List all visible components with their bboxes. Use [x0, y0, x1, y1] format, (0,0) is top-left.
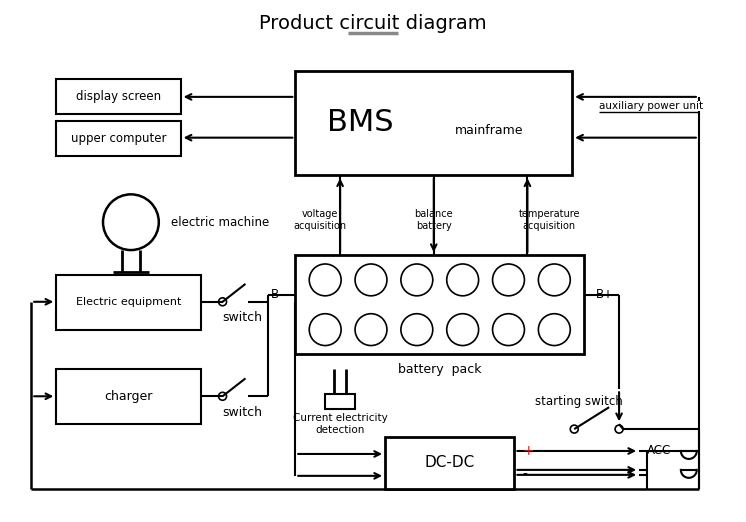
- Text: starting switch: starting switch: [536, 395, 623, 408]
- Text: auxiliary power unit: auxiliary power unit: [599, 101, 703, 111]
- Bar: [295, 71, 572, 175]
- Text: switch: switch: [222, 311, 263, 324]
- Text: temperature
acquisition: temperature acquisition: [518, 209, 580, 231]
- Bar: [325, 394, 355, 409]
- Text: electric machine: electric machine: [171, 216, 269, 229]
- Text: balance
battery: balance battery: [415, 209, 453, 231]
- Text: battery  pack: battery pack: [398, 363, 481, 376]
- Text: B-: B-: [271, 288, 283, 301]
- Text: BMS: BMS: [327, 108, 393, 137]
- Text: Product circuit diagram: Product circuit diagram: [259, 14, 487, 33]
- Text: -: -: [522, 468, 527, 482]
- Text: upper computer: upper computer: [71, 132, 166, 145]
- Text: display screen: display screen: [76, 90, 161, 103]
- Bar: [385, 437, 515, 489]
- Text: Current electricity
detection: Current electricity detection: [292, 413, 387, 435]
- Bar: [295, 255, 584, 354]
- Bar: [56, 275, 201, 329]
- Text: mainframe: mainframe: [455, 124, 524, 137]
- Text: B+: B+: [596, 288, 614, 301]
- Bar: [56, 370, 201, 424]
- Bar: [56, 121, 181, 156]
- Text: +: +: [522, 444, 534, 458]
- Text: Electric equipment: Electric equipment: [76, 298, 181, 307]
- Text: DC-DC: DC-DC: [424, 455, 475, 470]
- Bar: [56, 79, 181, 114]
- Text: voltage
acquisition: voltage acquisition: [294, 209, 347, 231]
- Text: switch: switch: [222, 406, 263, 419]
- Text: charger: charger: [104, 390, 153, 404]
- Text: ACC: ACC: [647, 445, 671, 457]
